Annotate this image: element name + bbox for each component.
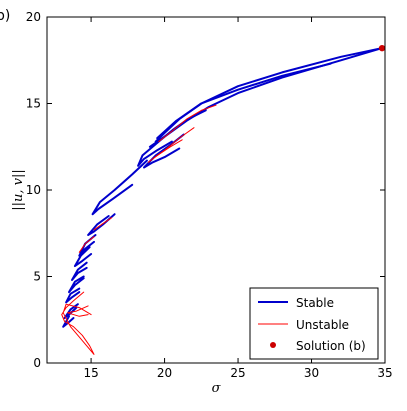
series-stable-branch	[91, 159, 148, 216]
legend-label-stable: Stable	[296, 296, 334, 310]
series-stable-branch	[137, 109, 207, 167]
y-tick-label: 0	[33, 356, 41, 370]
series-stable-branch	[78, 234, 97, 257]
x-tick-label: 35	[377, 366, 392, 380]
legend-label-solution: Solution (b)	[296, 339, 366, 353]
y-tick-label: 10	[26, 183, 41, 197]
x-tick-label: 20	[157, 366, 172, 380]
series-unstable-branch	[67, 305, 89, 317]
series-stable-branch	[154, 47, 384, 143]
y-tick-label: 15	[26, 97, 41, 111]
legend-label-unstable: Unstable	[296, 318, 349, 332]
series-stable-branch	[65, 287, 81, 304]
y-axis-label: ||u, v||	[11, 169, 26, 211]
series-solution-b-point	[378, 44, 386, 52]
series-unstable-branch	[61, 291, 95, 355]
series-stable-branch	[68, 275, 85, 294]
legend-marker-solution	[270, 342, 276, 348]
series-stable-branch	[148, 47, 384, 148]
plot-frame	[46, 16, 386, 364]
x-axis-label: σ	[212, 381, 222, 396]
x-tick-label: 15	[83, 366, 98, 380]
series-unstable-branch	[158, 104, 217, 143]
series-unstable-branch	[78, 236, 95, 253]
y-tick-label: 20	[26, 10, 41, 24]
plot-content	[61, 44, 386, 355]
x-tick-label: 30	[304, 366, 319, 380]
series-stable-branch	[71, 261, 88, 281]
series-unstable-branch	[147, 139, 183, 163]
series-stable-branch	[62, 315, 75, 328]
x-tick-label: 25	[230, 366, 245, 380]
series-stable-branch	[73, 246, 93, 268]
series-unstable-branch	[93, 217, 113, 231]
y-tick-label: 5	[33, 270, 41, 284]
panel-label: b)	[0, 8, 10, 24]
series-stable-branch	[156, 62, 332, 140]
legend: Stable Unstable Solution (b)	[249, 287, 379, 360]
ticks-layer: 15 20 25 30 35 0 5 10 15 20	[26, 10, 393, 380]
